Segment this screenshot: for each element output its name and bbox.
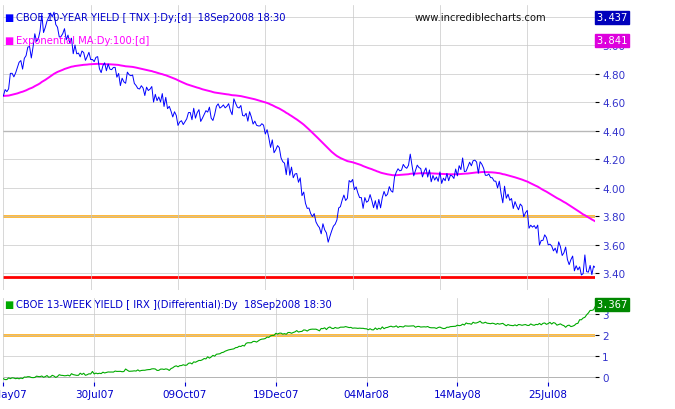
Text: ■: ■ [5,13,14,23]
Text: CBOE 13-WEEK YIELD [ IRX ](Differential):Dy  18Sep2008 18:30: CBOE 13-WEEK YIELD [ IRX ](Differential)… [16,299,332,309]
Text: ■: ■ [5,299,14,309]
Text: 3.437: 3.437 [597,13,628,23]
Text: Exponential MA:Dy:100:[d]: Exponential MA:Dy:100:[d] [16,36,150,46]
Text: CBOE 10-YEAR YIELD [ TNX ]:Dy;[d]  18Sep2008 18:30: CBOE 10-YEAR YIELD [ TNX ]:Dy;[d] 18Sep2… [16,13,286,23]
Text: www.incrediblecharts.com: www.incrediblecharts.com [415,13,547,23]
Text: ■: ■ [5,36,14,46]
Text: 3.367: 3.367 [597,299,628,309]
Text: 3.841: 3.841 [597,36,628,46]
